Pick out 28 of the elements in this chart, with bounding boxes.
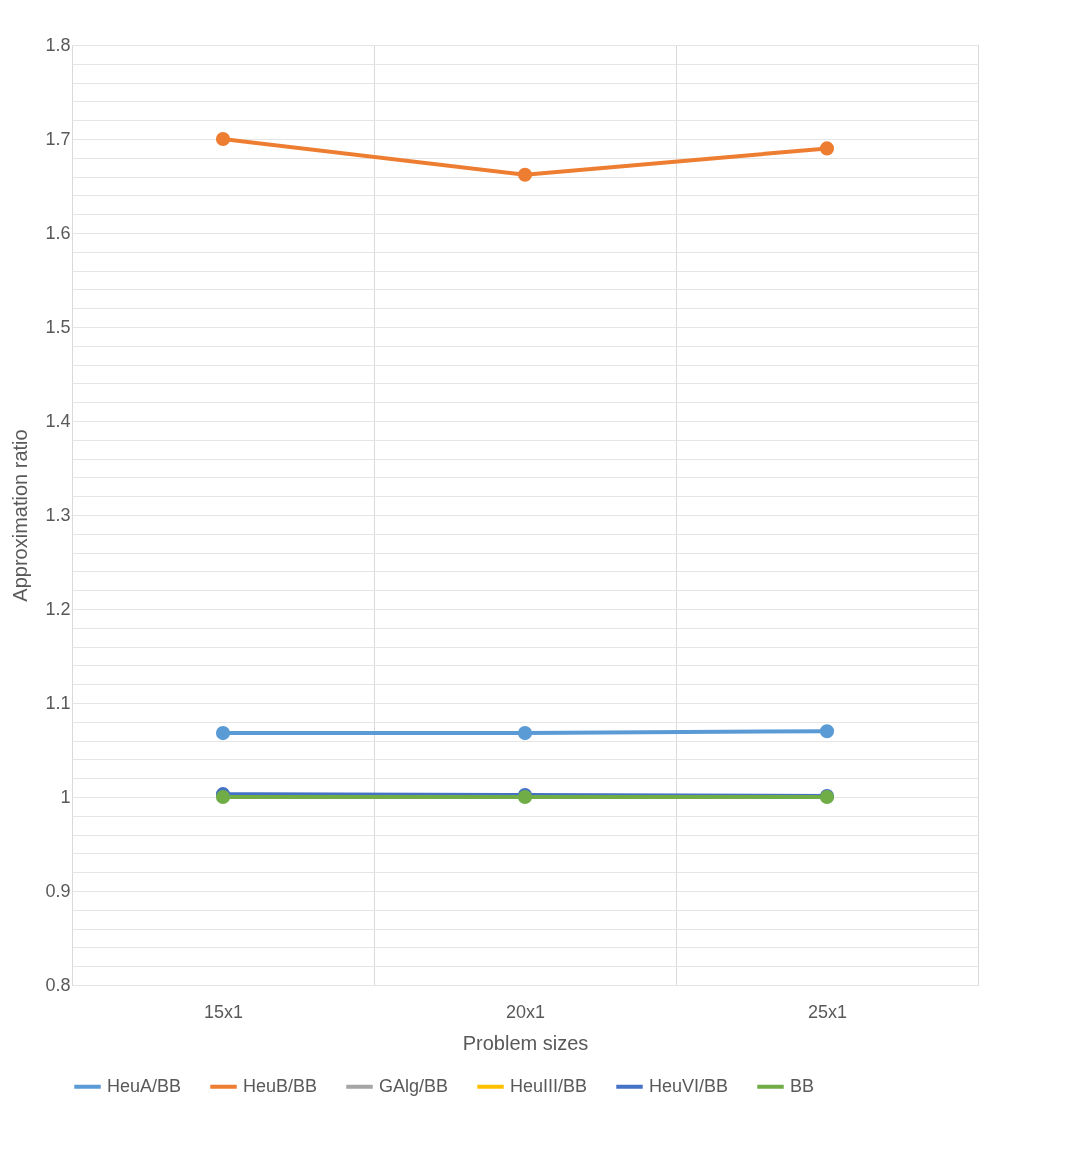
point: [215, 726, 231, 741]
y-axis-title: Approximation ratio: [9, 429, 32, 602]
y-tick-label: 1.1: [45, 692, 71, 713]
x-axis-title: Problem sizes: [462, 1031, 589, 1054]
y-tick-label: 1.2: [45, 598, 71, 619]
legend-label: HeuB/BB: [243, 1075, 318, 1096]
y-tick-label: 0.9: [45, 880, 71, 901]
y-tick-label: 1.6: [45, 222, 71, 243]
y-tick-label: 1.7: [45, 128, 71, 149]
point: [517, 167, 533, 182]
legend-label: HeuIII/BB: [510, 1075, 588, 1096]
x-tick-label: 25x1: [807, 1001, 848, 1022]
legend-label: HeuVI/BB: [649, 1075, 729, 1096]
y-tick-label: 1.3: [45, 504, 71, 525]
point: [819, 141, 835, 156]
x-tick-label: 20x1: [505, 1001, 546, 1022]
legend-label: GAlg/BB: [379, 1075, 449, 1096]
point: [215, 131, 231, 147]
point: [819, 724, 835, 739]
y-tick-label: 1: [60, 786, 71, 807]
y-tick-label: 0.8: [45, 974, 71, 995]
legend-label: BB: [790, 1075, 815, 1096]
y-tick-label: 1.4: [45, 410, 71, 431]
y-tick-label: 1.8: [45, 34, 71, 55]
point: [517, 726, 533, 741]
legend-label: HeuA/BB: [107, 1075, 182, 1096]
x-tick-label: 15x1: [203, 1001, 244, 1022]
y-tick-label: 1.5: [45, 316, 71, 337]
